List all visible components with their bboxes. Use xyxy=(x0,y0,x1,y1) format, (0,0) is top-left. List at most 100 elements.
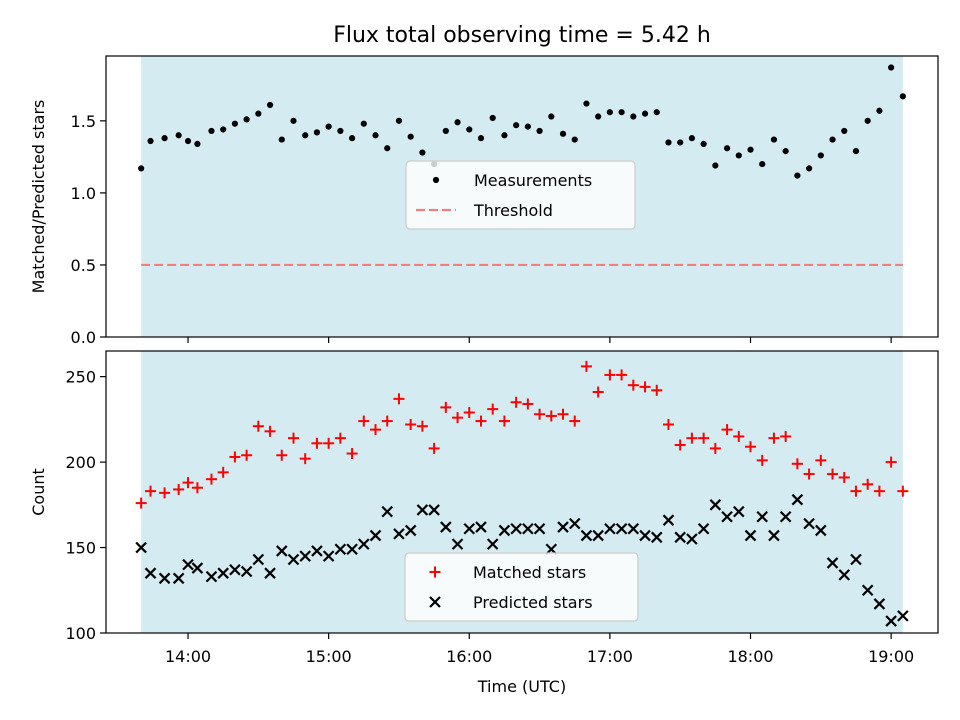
measurement-point xyxy=(466,126,473,133)
matched-point xyxy=(252,420,264,432)
predicted-point xyxy=(826,557,839,569)
matched-point xyxy=(721,424,733,436)
predicted-point xyxy=(205,570,218,583)
predicted-point xyxy=(240,565,253,578)
matched-point xyxy=(510,396,522,408)
matched-point xyxy=(897,485,909,497)
measurement-point xyxy=(255,110,262,117)
measurement-point xyxy=(888,64,895,71)
predicted-point xyxy=(533,522,546,535)
measurement-point xyxy=(583,100,590,107)
measurement-point xyxy=(571,136,578,143)
measurement-point xyxy=(770,136,778,143)
series-measurements xyxy=(138,64,906,179)
matched-point xyxy=(393,393,405,405)
matched-point xyxy=(651,384,663,396)
predicted-point xyxy=(334,543,347,556)
x-tick-label: 18:00 xyxy=(727,647,773,666)
y-tick-label: 1.0 xyxy=(71,184,96,203)
matched-point xyxy=(440,401,452,413)
measurement-point xyxy=(759,160,766,168)
matched-point xyxy=(768,432,780,444)
predicted-point xyxy=(275,545,288,557)
measurement-point xyxy=(712,162,719,169)
predicted-point xyxy=(498,524,511,537)
measurement-point xyxy=(548,113,555,120)
measurement-point xyxy=(794,172,801,179)
matched-point xyxy=(862,478,874,490)
predicted-point xyxy=(756,511,769,523)
predicted-point xyxy=(510,522,522,535)
predicted-point xyxy=(217,567,229,579)
x-axis-label: Time (UTC) xyxy=(477,677,566,696)
matched-point xyxy=(487,403,499,415)
matched-point xyxy=(686,432,698,444)
counts-panel: 100 150 200 250 14:00 15:00 16:00 17:00 18:00 19:… xyxy=(29,350,939,696)
matched-point xyxy=(639,381,651,393)
predicted-point xyxy=(440,521,452,533)
predicted-point xyxy=(861,584,874,597)
legend-label: Matched stars xyxy=(473,563,586,582)
matched-point xyxy=(733,430,745,442)
counts-axes-frame xyxy=(105,350,939,634)
measurement-point xyxy=(231,120,239,127)
measurement-point xyxy=(395,117,403,124)
measurement-point xyxy=(677,139,684,146)
predicted-point xyxy=(674,531,686,544)
matched-point xyxy=(662,418,674,430)
measurement-point xyxy=(606,109,613,116)
predicted-point xyxy=(697,522,710,535)
matched-point xyxy=(498,415,510,427)
matched-point xyxy=(311,437,323,449)
measurement-point xyxy=(243,116,250,123)
matched-point xyxy=(803,468,815,480)
measurement-point xyxy=(360,120,367,127)
legend-label: Predicted stars xyxy=(473,593,593,612)
matched-point xyxy=(756,454,768,466)
predicted-point xyxy=(838,569,851,581)
predicted-point xyxy=(182,558,194,571)
predicted-point xyxy=(873,598,886,610)
predicted-point xyxy=(557,521,569,533)
predicted-point xyxy=(604,522,616,535)
measurement-point xyxy=(313,129,321,136)
measurement-point xyxy=(407,133,414,140)
counts-legend: Matched stars Predicted stars xyxy=(404,552,639,622)
matched-point xyxy=(334,432,346,444)
matched-point xyxy=(592,386,604,398)
legend-label: Measurements xyxy=(474,171,592,190)
matched-point xyxy=(145,485,157,497)
series-matched-stars xyxy=(135,360,909,509)
measurement-point xyxy=(723,145,731,152)
predicted-point xyxy=(299,550,311,562)
matched-point xyxy=(698,432,710,444)
legend-marker-predicted xyxy=(429,596,441,608)
measurement-point xyxy=(735,152,742,159)
matched-point xyxy=(780,430,792,442)
matched-point xyxy=(358,415,370,427)
matched-point xyxy=(229,451,241,463)
predicted-point xyxy=(897,610,909,622)
predicted-point xyxy=(779,511,792,523)
predicted-point xyxy=(322,550,335,562)
matched-point xyxy=(674,439,686,451)
predicted-point xyxy=(885,615,897,627)
predicted-point xyxy=(358,538,370,550)
matched-point xyxy=(745,441,757,453)
counts-y-axis-label: Count xyxy=(29,468,48,516)
measurement-point xyxy=(175,132,182,139)
ratio-axes-frame xyxy=(105,55,939,338)
ratio-panel: 0.0 0.5 1.0 1.5 Matched/Predicted stars Measu… xyxy=(29,55,939,347)
matched-point xyxy=(557,408,569,420)
measurement-point xyxy=(536,127,543,135)
x-tick-label: 14:00 xyxy=(165,647,211,666)
predicted-point xyxy=(252,553,265,566)
measurement-point xyxy=(138,165,145,172)
matched-point xyxy=(287,432,299,444)
matched-point xyxy=(299,453,311,465)
matched-point xyxy=(381,415,393,427)
predicted-point xyxy=(346,543,358,556)
matched-point xyxy=(173,483,185,495)
matched-point xyxy=(885,456,897,468)
